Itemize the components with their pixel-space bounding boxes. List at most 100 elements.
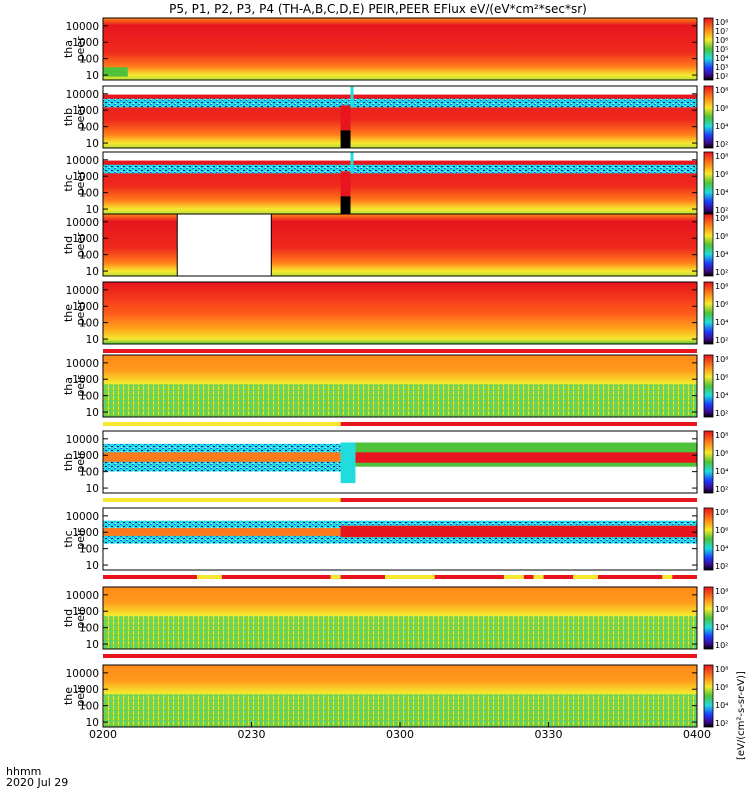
y-tick-label: 100 (79, 122, 99, 134)
colorbar-tick-label: 10² (715, 409, 728, 418)
colorbar-tick-label: 10² (715, 72, 728, 81)
mode-bar-segment (573, 575, 598, 579)
y-tick-label: 1000 (72, 450, 99, 462)
colorbar-tick-label: 10⁴ (715, 467, 728, 476)
colorbar-tick-label: 10⁴ (715, 250, 728, 259)
mode-bar-segment (221, 575, 331, 579)
panel-frame (102, 17, 698, 81)
black-gap (340, 130, 351, 148)
mode-bar-segment (330, 575, 341, 579)
no-data-top (103, 152, 697, 161)
species-label: peer (74, 104, 87, 130)
panel-frame (102, 85, 698, 149)
panel-frame (102, 354, 698, 418)
colorbar-tick-label: 10⁷ (715, 27, 728, 36)
colorbar (703, 507, 714, 571)
mode-bar-segment (434, 575, 504, 579)
probe-label: tha (62, 40, 75, 58)
panel-thb_peir: 10000 1000 100 10 thb peir 10⁸ 10⁶ 10⁴ 10² (62, 430, 728, 495)
mode-bar-segment (103, 654, 697, 658)
figure-title: P5, P1, P2, P3, P4 (TH-A,B,C,D,E) PEIR,P… (169, 2, 587, 16)
colorbar-tick-label: 10² (715, 719, 728, 728)
panel-frame (102, 430, 698, 494)
y-tick-label: 10 (86, 639, 99, 651)
y-tick-label: 10000 (66, 155, 99, 167)
colorbar (703, 586, 714, 650)
data-gap (176, 213, 272, 277)
y-tick-label: 10000 (66, 511, 99, 523)
colorbar-tick-label: 10⁶ (715, 104, 728, 113)
colorbar-tick-label: 10⁶ (715, 683, 728, 692)
y-tick-label: 100 (79, 318, 99, 330)
species-label: peir (74, 375, 87, 397)
colorbar-tick-label: 10⁶ (715, 526, 728, 535)
mode-bar-segment (523, 575, 534, 579)
y-tick-label: 10000 (66, 217, 99, 229)
y-tick-label: 100 (79, 391, 99, 403)
colorbar-tick-label: 10⁸ (715, 587, 728, 596)
band-core-after (340, 525, 697, 538)
colorbar-unit-label: [eV/(cm²-s-sr-eV)] (736, 671, 747, 760)
y-tick-label: 10 (86, 407, 99, 419)
burst-column (340, 105, 351, 131)
y-tick-label: 1000 (72, 105, 99, 117)
species-label: peir (74, 685, 87, 707)
x-tick-label: 0300 (386, 728, 414, 741)
mode-bar-segment (340, 422, 697, 426)
colorbar-tick-label: 10⁴ (715, 122, 728, 131)
panel-frame (102, 507, 698, 571)
colorbar (703, 664, 714, 728)
colorbar (703, 213, 714, 277)
x-tick-label: 0230 (238, 728, 266, 741)
band-core-before (103, 528, 341, 536)
colorbar-tick-label: 10⁸ (715, 18, 728, 27)
low-energy-patch (103, 67, 128, 77)
mode-bar-segment (103, 575, 198, 579)
colorbar-tick-label: 10² (715, 206, 728, 215)
transition-column (340, 442, 356, 484)
spectrogram-fill (103, 86, 697, 148)
colorbar-tick-label: 10⁴ (715, 701, 728, 710)
colorbar-tick-label: 10² (715, 485, 728, 494)
colorbar-tick-label: 10³ (715, 63, 728, 72)
panel-thc_peer: 10000 1000 100 10 thc peer 10⁸ 10⁶ 10⁴ 10² (62, 151, 728, 216)
colorbar-tick-label: 10⁶ (715, 449, 728, 458)
y-tick-label: 100 (79, 467, 99, 479)
probe-label: thd (62, 236, 75, 254)
spike-column (350, 152, 354, 174)
x-tick-label: 0200 (89, 728, 117, 741)
colorbar (703, 430, 714, 494)
species-label: peer (74, 36, 87, 62)
mode-bar-segment (503, 575, 524, 579)
colorbar-tick-label: 10⁴ (715, 318, 728, 327)
x-axis-ticks: 0200 0230 0300 0330 0400 (89, 722, 711, 741)
y-tick-label: 100 (79, 544, 99, 556)
species-label: peir (74, 528, 87, 550)
panel-the_peir: 10000 1000 100 10 the peir 10⁸ 10⁶ 10⁴ 10² (62, 664, 728, 729)
mode-bar (103, 498, 697, 502)
mode-bar (103, 349, 697, 353)
y-tick-label: 1000 (72, 301, 99, 313)
panel-the_peer: 10000 1000 100 10 the peer 10⁸ 10⁶ 10⁴ 10² (62, 281, 728, 346)
band-core-after (355, 452, 697, 463)
mode-bar-segment (543, 575, 574, 579)
colorbar (703, 354, 714, 418)
colorbar (703, 17, 714, 81)
colorbar-tick-label: 10⁴ (715, 544, 728, 553)
y-tick-label: 100 (79, 54, 99, 66)
y-tick-label: 10 (86, 266, 99, 278)
spectrogram-fill (103, 18, 697, 80)
y-tick-label: 1000 (72, 527, 99, 539)
cyan-noise-band (103, 98, 697, 108)
probe-label: tha (62, 377, 75, 395)
colorbar-tick-label: 10² (715, 562, 728, 571)
colorbar-tick-label: 10⁸ (715, 214, 728, 223)
panel-thd_peer: 10000 1000 100 10 thd peer 10⁸ 10⁶ 10⁴ 10² (62, 213, 728, 278)
y-tick-label: 100 (79, 701, 99, 713)
y-tick-label: 100 (79, 623, 99, 635)
green-noise (103, 616, 697, 649)
colorbar-tick-label: 10² (715, 641, 728, 650)
colorbar-tick-label: 10⁸ (715, 665, 728, 674)
y-tick-label: 10 (86, 138, 99, 150)
